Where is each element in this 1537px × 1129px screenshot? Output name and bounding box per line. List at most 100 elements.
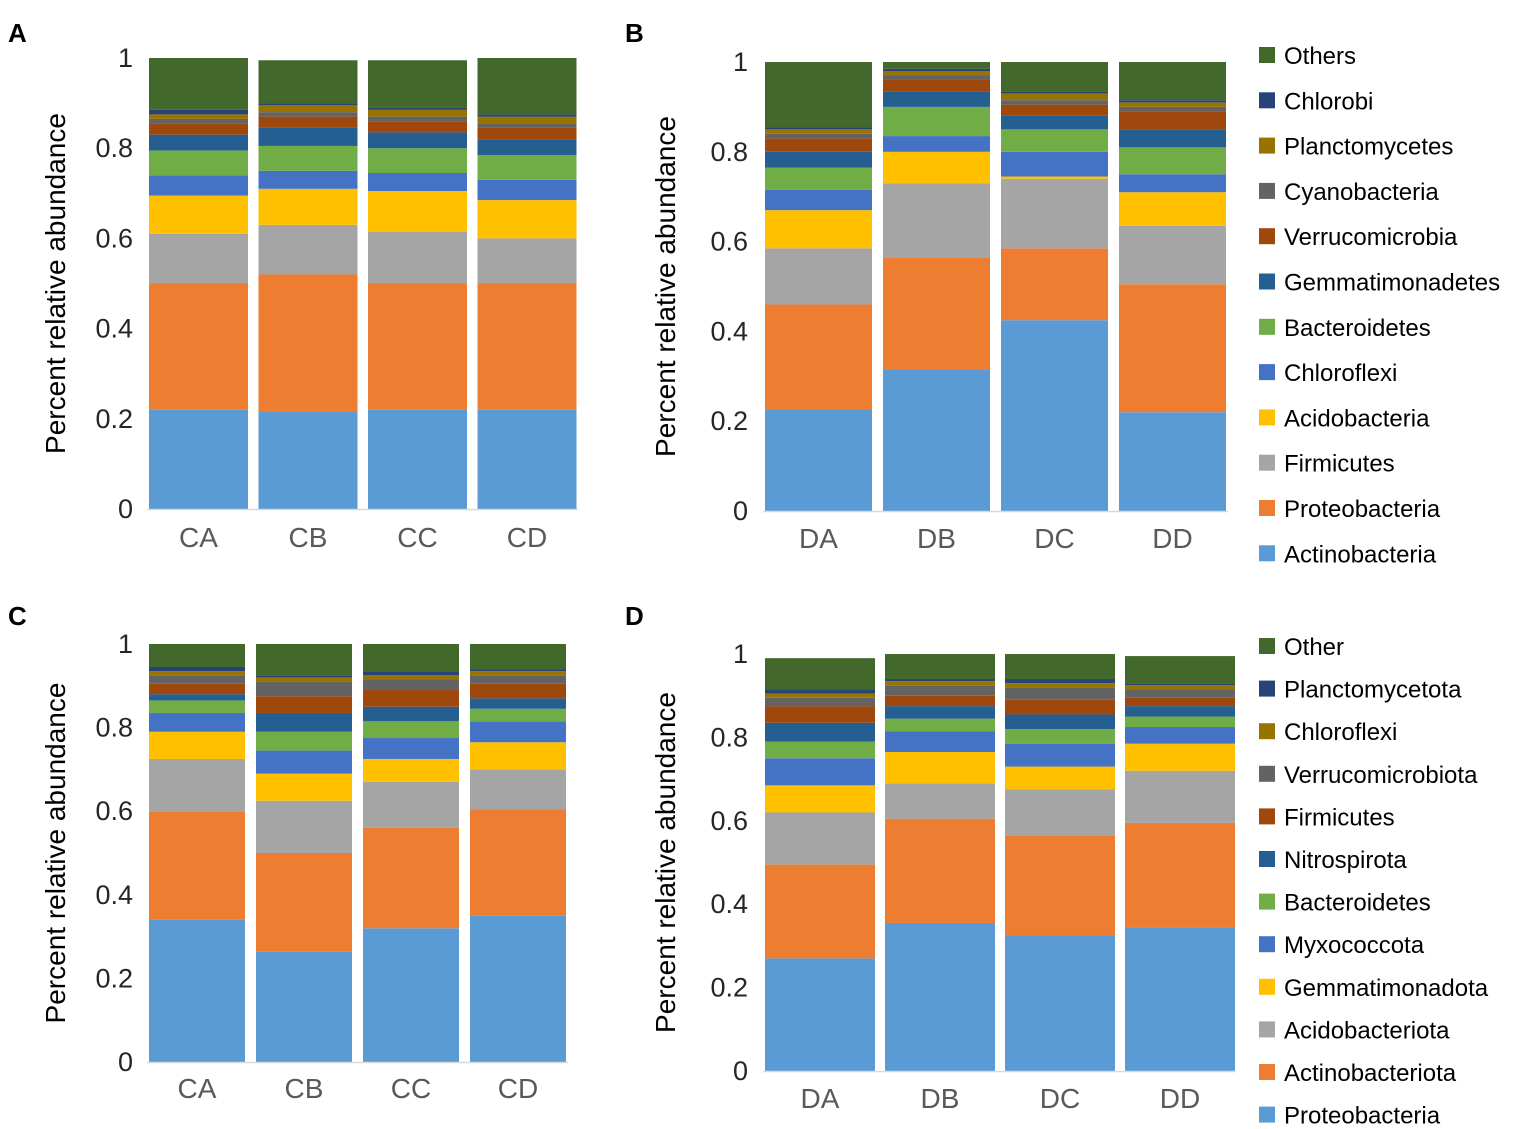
bar-segment-cd-firmicutes (470, 769, 566, 810)
bar-segment-dd-verrucomicrobiota (1125, 689, 1235, 698)
bar-segment-db-chloroflexi (883, 136, 990, 152)
bar-segment-dc-nitrospirota (1005, 714, 1115, 730)
chart-panel-a: Percent relative abundance 0 0.2 0.4 0.6 0.8 1… (40, 43, 578, 553)
bar-segment-cc-bacteroidetes (368, 148, 467, 174)
bar-segment-db-other (885, 654, 995, 680)
bar-segment-da-firmicutes (765, 706, 875, 723)
bar-segment-db-chloroflexi (885, 681, 995, 686)
bar-segment-dd-gemmatimonadetes (1119, 129, 1226, 148)
bar-segment-da-cyanobacteria (765, 133, 872, 139)
legend-label-proteobacteria: Proteobacteria (1284, 1103, 1441, 1129)
bar-segment-db-planctomycetota (885, 679, 995, 682)
bar-segment-dc-firmicutes (1001, 178, 1108, 249)
bar-segment-db-chlorobi (883, 68, 990, 71)
bar-segment-cd-verrucomicrobia (477, 127, 577, 140)
bar-segment-cb-firmicutes (256, 800, 352, 853)
bar-segment-dc-bacteroidetes (1001, 129, 1108, 152)
legend-panel-d: Other Planctomycetota Chloroflexi Verrucomi… (1259, 634, 1489, 1129)
x-category-label: CB (289, 522, 328, 553)
bar-segment-ca-acidobacteria (149, 195, 248, 234)
legend-label-gemmatimonadota: Gemmatimonadota (1284, 975, 1489, 1002)
bar-segment-da-firmicutes (765, 248, 872, 305)
legend-label-verrucomicrobia: Verrucomicrobia (1284, 224, 1458, 251)
bar-segment-ca-others (149, 644, 245, 667)
bar-segment-dd-nitrospirota (1125, 706, 1235, 717)
bar-segment-cb-others (258, 60, 358, 104)
bar-segment-dd-bacteroidetes (1119, 147, 1226, 175)
legend-swatch-other (1259, 638, 1275, 654)
bar-segment-ca-actinobacteria (149, 409, 248, 509)
legend-swatch-nitrospirota (1259, 851, 1275, 867)
bar-segment-dd-planctomycetota (1125, 683, 1235, 686)
y-tick-label: 0.8 (710, 137, 748, 167)
y-tick-label: 0 (733, 496, 748, 526)
legend-swatch-chlorobi (1259, 92, 1275, 109)
bar-segment-cc-proteobacteria (368, 283, 467, 410)
y-tick-label: 0 (118, 1047, 133, 1077)
bar-segment-cc-chloroflexi (368, 173, 467, 192)
bar-segment-ca-chlorobi (149, 109, 248, 115)
legend-label-others: Others (1284, 43, 1356, 70)
bar-segment-cd-planctomycetes (470, 671, 566, 676)
legend-label-firmicutes: Firmicutes (1284, 451, 1395, 478)
x-category-label: DB (917, 523, 956, 554)
bar-segment-db-actinobacteriota (885, 818, 995, 923)
bar-segment-dd-proteobacteria (1125, 927, 1235, 1071)
legend-swatch-planctomycetota (1259, 680, 1275, 697)
bar-segment-da-chloroflexi (765, 693, 875, 698)
bar-segment-dd-verrucomicrobia (1119, 111, 1226, 130)
bar-segment-cc-chlorobi (368, 107, 467, 110)
bar-segment-da-acidobacteriota (765, 812, 875, 865)
x-category-label: DC (1034, 523, 1074, 554)
y-axis-label: Percent relative abundance (650, 692, 681, 1033)
legend-label-actinobacteriota: Actinobacteriota (1284, 1060, 1457, 1087)
bar-segment-cb-planctomycetes (258, 105, 358, 113)
x-category-label: CD (507, 522, 547, 553)
x-category-label: CA (179, 522, 218, 553)
bar-segment-ca-proteobacteria (149, 811, 245, 920)
bar-segment-db-verrucomicrobia (883, 79, 990, 92)
bar-segment-db-bacteroidetes (885, 718, 995, 732)
bar-segment-cc-acidobacteria (363, 758, 459, 782)
bar-segment-ca-bacteroidetes (149, 700, 245, 713)
bar-segment-cb-actinobacteria (256, 951, 352, 1062)
bar-segment-ca-cyanobacteria (149, 675, 245, 684)
bar-segment-dc-firmicutes (1005, 699, 1115, 715)
legend-swatch-others (1259, 47, 1275, 63)
bar-segment-db-bacteroidetes (883, 106, 990, 137)
bar-segment-cd-gemmatimonadetes (477, 139, 577, 155)
bar-segment-cc-planctomycetes (363, 675, 459, 680)
legend-label-nitrospirota: Nitrospirota (1284, 847, 1407, 874)
bar-segment-dc-gemmatimonadetes (1001, 115, 1108, 130)
legend-swatch-proteobacteria (1259, 500, 1275, 516)
legend-swatch-cyanobacteria (1259, 182, 1275, 199)
bar-segment-dc-proteobacteria (1001, 248, 1108, 321)
bar-segment-cb-proteobacteria (258, 274, 358, 413)
bar-segment-cd-proteobacteria (470, 809, 566, 916)
y-tick-label: 0 (733, 1056, 748, 1086)
bar-segment-cb-actinobacteria (258, 412, 358, 509)
bar-segment-cb-others (256, 644, 352, 676)
legend-swatch-chloroflexi (1259, 364, 1275, 381)
bar-segment-da-others (765, 62, 872, 128)
bar-segment-cd-chlorobi (470, 669, 566, 672)
y-tick-label: 0.6 (95, 223, 133, 253)
bar-segment-da-bacteroidetes (765, 741, 875, 759)
x-category-label: DA (799, 523, 838, 554)
bar-segment-dc-cyanobacteria (1001, 100, 1108, 105)
bar-segment-cb-cyanobacteria (258, 112, 358, 117)
y-tick-label: 0.6 (95, 796, 133, 826)
x-category-label: CD (498, 1073, 538, 1104)
bar-segment-cb-acidobacteria (256, 773, 352, 801)
bar-segment-db-proteobacteria (885, 922, 995, 1071)
x-category-label: DA (801, 1083, 840, 1114)
y-tick-label: 1 (733, 639, 748, 669)
bar-segment-ca-gemmatimonadetes (149, 694, 245, 701)
y-tick-label: 1 (118, 629, 133, 659)
bar-segment-cd-proteobacteria (477, 283, 577, 410)
legend-label-bacteroidetes: Bacteroidetes (1284, 315, 1431, 342)
bar-segment-dd-chloroflexi (1119, 174, 1226, 193)
bar-segment-cc-actinobacteria (363, 928, 459, 1062)
bar-segment-db-planctomycetes (883, 70, 990, 76)
bar-segment-ca-actinobacteria (149, 919, 245, 1062)
